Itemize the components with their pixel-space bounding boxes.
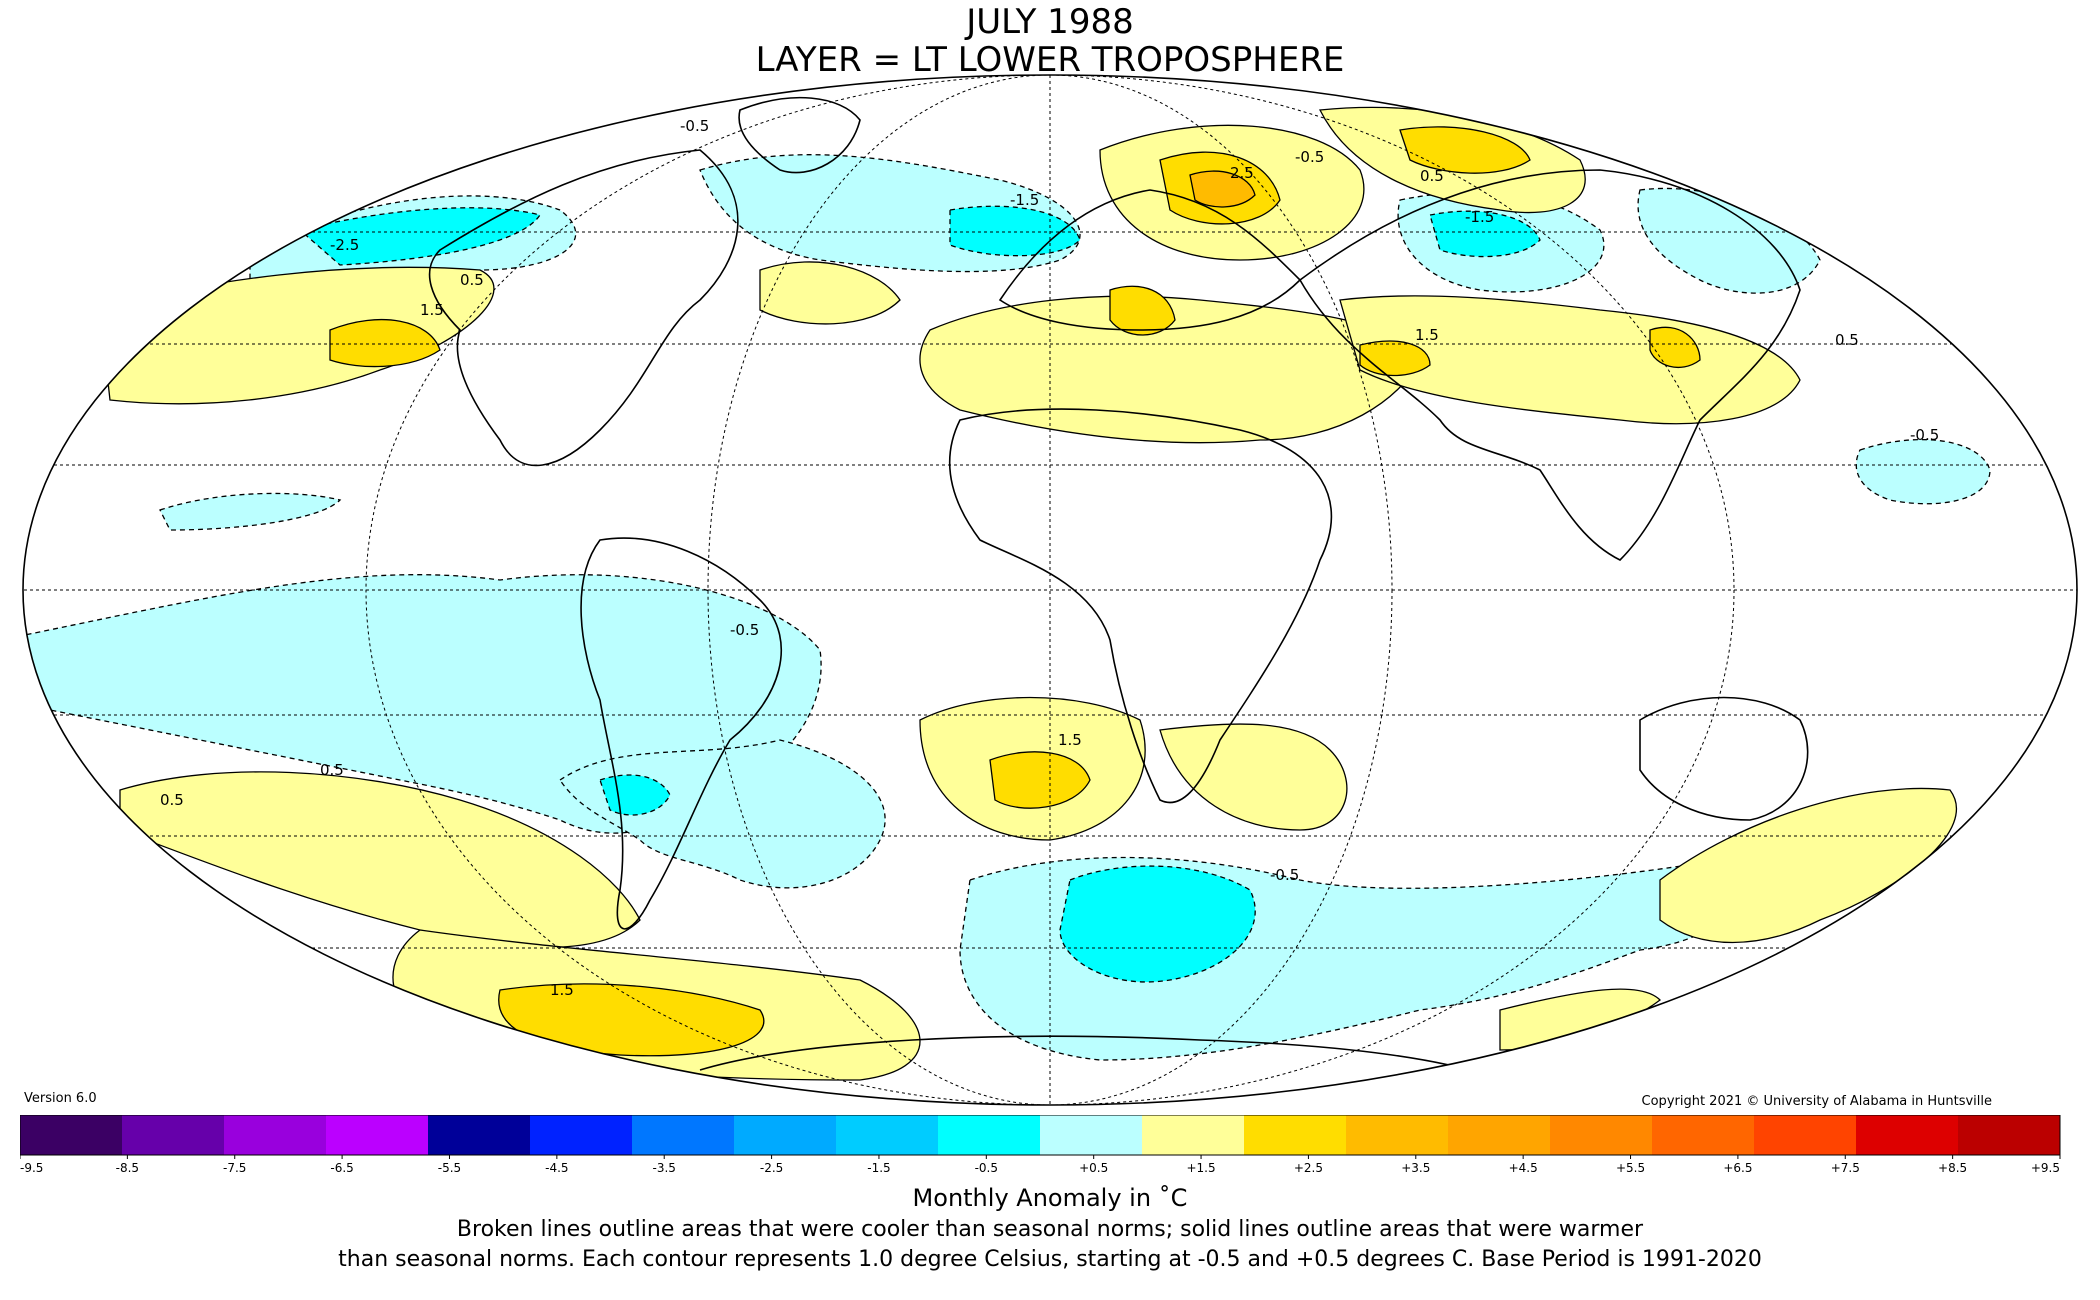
colorbar-segment [1958,1115,2060,1155]
colorbar-tick-label: -1.5 [867,1161,890,1175]
colorbar-tick-label: -9.5 [20,1161,43,1175]
colorbar-tick-label: +0.5 [1079,1161,1108,1175]
contour-label: -2.5 [330,236,359,254]
warm-region-australia [1659,787,1957,944]
colorbar-tick-label: +5.5 [1616,1161,1645,1175]
colorbar-segment [938,1115,1040,1155]
colorbar-tick-label: -2.5 [760,1161,783,1175]
contour-label: -0.5 [1910,426,1939,444]
colorbar-segment [1040,1115,1142,1155]
contour-label: 0.5 [160,791,184,809]
colorbar: -9.5 -8.5 -7.5 -6.5 -5.5 -4.5 -3.5 -2.5 -1.5 -0.5… [20,1115,2061,1175]
colorbar-tick-label: -4.5 [545,1161,568,1175]
colorbar-segment [428,1115,530,1155]
contour-label: 1.5 [1415,326,1439,344]
colorbar-segment [1856,1115,1958,1155]
warm-region-southern-africa [1159,723,1348,831]
colorbar-tick-label: +7.5 [1831,1161,1860,1175]
colorbar-tick-label: -0.5 [975,1161,998,1175]
colorbar-segment [836,1115,938,1155]
contour-label: 2.5 [1230,164,1254,182]
version-label: Version 6.0 [24,1091,97,1106]
warm-core-russia [1399,126,1531,174]
colorbar-tick-label: +6.5 [1723,1161,1752,1175]
colorbar-tick-label: +3.5 [1401,1161,1430,1175]
colorbar-border [20,1115,2061,1156]
chart-subtitle: LAYER = LT LOWER TROPOSPHERE [755,40,1345,80]
contour-label: 1.5 [420,301,444,319]
colorbar-segment [1550,1115,1652,1155]
warm-core-scandinavia-inner [1189,170,1256,208]
colorbar-segment [1754,1115,1856,1155]
cold-core-siberia [1429,210,1541,258]
warm-core-south-atlantic [989,751,1091,809]
colorbar-segment [1142,1115,1244,1155]
colorbar-tick-label: +2.5 [1294,1161,1323,1175]
contour-label: 0.5 [1420,167,1444,185]
contour-label: -0.5 [1295,148,1324,166]
meridian-120 [707,75,1393,1105]
colorbar-tick-label: -3.5 [652,1161,675,1175]
colorbar-segment [20,1115,122,1155]
contour-label: 0.5 [1835,331,1859,349]
cool-region-indian-ocean [1855,439,1991,505]
warm-core-asia [1649,326,1701,369]
footnote-line-1: Broken lines outline areas that were coo… [456,1217,1644,1242]
colorbar-segment [224,1115,326,1155]
colorbar-tick-label: +1.5 [1186,1161,1215,1175]
south-america-outline [580,537,783,930]
warm-region-south-pacific [119,771,641,949]
contour-label: 0.5 [460,271,484,289]
colorbar-segment [1346,1115,1448,1155]
contour-labels: -0.5 -0.5 -0.5 -0.5 -0.5 -1.5 -1.5 -2.5 … [160,117,1939,999]
copyright-label: Copyright 2021 © University of Alabama i… [1641,1094,1992,1109]
cold-core-north-pacific [298,207,542,266]
warm-region-north-atlantic [759,261,901,325]
colorbar-segment [734,1115,836,1155]
colorbar-tick-label: +8.5 [1938,1161,1967,1175]
colorbar-segment [530,1115,632,1155]
contour-label: -0.5 [730,621,759,639]
contour-label: 0.5 [320,761,344,779]
colorbar-segment [1448,1115,1550,1155]
cool-region-central-pacific [159,492,342,531]
contour-label: 1.5 [550,981,574,999]
colorbar-segment [632,1115,734,1155]
contour-label: 1.5 [1058,731,1082,749]
colorbar-tick-label: -7.5 [223,1161,246,1175]
colorbar-tick-label: -8.5 [116,1161,139,1175]
colorbar-tick-label: -5.5 [438,1161,461,1175]
contour-label: -1.5 [1465,208,1494,226]
contour-label: -0.5 [680,117,709,135]
africa-outline [948,408,1333,804]
north-america-outline [428,149,739,467]
cold-core-pacific [1059,865,1256,983]
chart-title: JULY 1988 [966,2,1134,42]
contour-label: -1.5 [1010,191,1039,209]
colorbar-segment [1652,1115,1754,1155]
colorbar-tick-label: -6.5 [330,1161,353,1175]
globe-border [22,74,2078,1106]
warm-region-central-asia [1339,295,1801,425]
contour-label: -0.5 [1270,866,1299,884]
colorbar-label: Monthly Anomaly in ˚C [912,1184,1188,1212]
colorbar-segment [1244,1115,1346,1155]
cold-core-south-america [599,774,671,816]
graticule [23,75,2077,1105]
colorbar-segment [122,1115,224,1155]
anomaly-fields [23,75,2077,1105]
footnote-line-2: than seasonal norms. Each contour repres… [338,1247,1762,1272]
australia-outline [1639,696,1809,821]
warm-core-north-pacific [329,318,441,368]
greenland-outline [738,96,861,174]
meridian-60 [365,75,1735,1105]
colorbar-tick-label: +4.5 [1509,1161,1538,1175]
colorbar-segment [326,1115,428,1155]
antarctica-outline [699,1035,1501,1081]
colorbar-tick-label: +9.5 [2031,1161,2060,1175]
